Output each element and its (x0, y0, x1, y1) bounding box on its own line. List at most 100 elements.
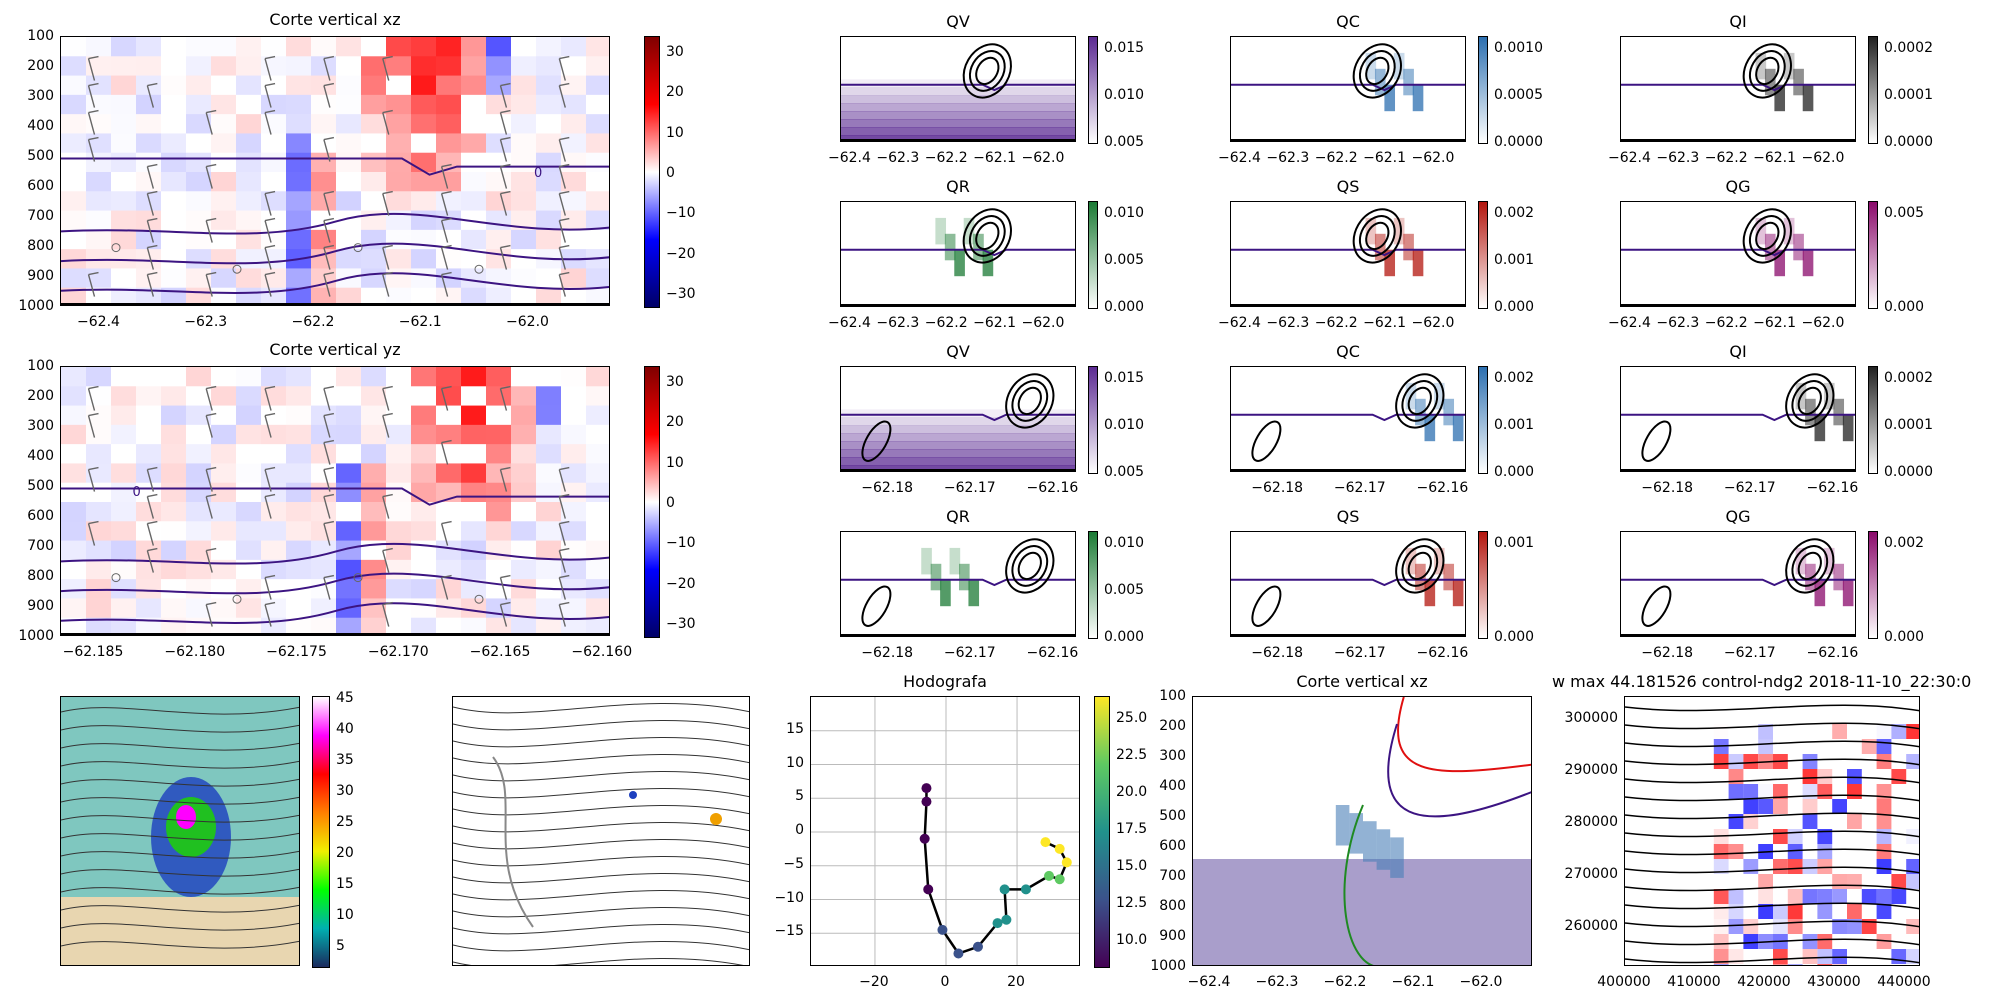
w-contour (861, 420, 892, 462)
wind-barb (440, 247, 449, 270)
colorbar-tick: 0 (666, 495, 675, 511)
w-cell (1876, 724, 1892, 739)
wind-barb-flag (441, 385, 452, 390)
hodograph-point (953, 948, 964, 959)
streamline (1625, 812, 1919, 820)
wind-barb-flag (559, 244, 570, 249)
wind-barb-flag (206, 217, 217, 222)
wind-barb (323, 85, 331, 108)
heat-cell (411, 268, 437, 289)
x-tick-label: −62.17 (943, 645, 996, 661)
colorbar-tick: 10.0 (1116, 932, 1148, 948)
heat-cell (186, 133, 212, 154)
wind-barb-flag (559, 55, 570, 60)
wind-barb-flag (264, 271, 276, 276)
heat-cell (61, 559, 87, 580)
field-band (841, 95, 1075, 104)
colorbar (1478, 201, 1488, 309)
heat-cell (336, 287, 362, 305)
heat-cell (486, 152, 512, 173)
y-tick-label: 700 (1159, 868, 1186, 884)
y-tick-label: 400 (27, 448, 54, 464)
w-cell (1802, 754, 1818, 769)
heat-cell (436, 133, 462, 154)
wind-barb-flag (323, 82, 335, 87)
y-tick-label: 1000 (18, 298, 54, 314)
w-cell (1773, 784, 1788, 799)
w-cell (1713, 949, 1729, 964)
y-tick-label: 800 (27, 568, 54, 584)
w-contour (1395, 373, 1445, 429)
x-tick-label: −62.16 (1806, 645, 1859, 661)
x-tick-label: 440000 (1877, 974, 1931, 990)
heat-cell (136, 444, 162, 464)
heat-cell (436, 287, 462, 305)
wind-barb-flag (323, 55, 335, 60)
micro-plot (1230, 366, 1466, 472)
x-tick-label: −62.18 (861, 480, 914, 496)
heat-cell (86, 405, 112, 426)
y-tick-label: 500 (27, 478, 54, 494)
field-band (841, 111, 1075, 120)
heat-cell (586, 37, 609, 57)
heat-cell (536, 598, 562, 619)
heat-cell (486, 502, 512, 522)
heat-cell (236, 405, 262, 426)
y-tick-label: −15 (774, 923, 804, 940)
heat-cell (386, 56, 412, 77)
heat-cell (511, 559, 537, 580)
heat-cell (536, 444, 562, 464)
heat-cell (561, 521, 587, 542)
streamline (1625, 830, 1919, 838)
wind-barb (382, 604, 390, 627)
heat-cell (361, 75, 387, 96)
colorbar-tick: 0.0000 (1494, 134, 1543, 150)
heat-cell (236, 268, 262, 289)
wind-barb (323, 193, 331, 216)
heat-cell (411, 463, 437, 484)
heat-cell (236, 367, 262, 387)
hodograph-point (1061, 857, 1072, 868)
heat-cell (111, 540, 137, 561)
heat-cell (336, 56, 362, 77)
wind-barb-flag (559, 136, 570, 141)
heat-cell (486, 191, 512, 212)
heat-cell (211, 152, 237, 173)
heat-cell (261, 405, 287, 426)
micro-title: QI (1729, 12, 1747, 31)
wind-barb-flag (88, 520, 99, 525)
heat-cell (536, 482, 562, 503)
x-tick-label: −62.16 (1026, 480, 1079, 496)
x-tick-label: −62.1 (1391, 974, 1435, 990)
x-tick-label: −62.4 (827, 150, 871, 166)
heat-cell (86, 37, 112, 57)
field-band (841, 135, 1075, 141)
w-cell (1713, 754, 1729, 769)
cloud-cell (1363, 821, 1377, 862)
wind-barb-flag (441, 574, 452, 579)
heat-cell (186, 540, 212, 561)
heat-cell (136, 229, 162, 250)
wind-barb (440, 193, 449, 216)
hodograph-point (937, 924, 948, 935)
heat-cell (61, 463, 87, 484)
heat-cell (586, 424, 609, 445)
heat-cell (111, 598, 137, 619)
temperature-contour (61, 242, 609, 265)
heat-cell (411, 598, 437, 619)
heat-cell (511, 114, 537, 134)
w-cell (1773, 799, 1788, 814)
colorbar-tick: 0.000 (1884, 299, 1925, 315)
wind-barb (558, 604, 566, 627)
w-cell (1876, 859, 1892, 874)
heat-cell (61, 579, 87, 599)
w-contour (1407, 386, 1432, 416)
heat-cell (261, 502, 287, 522)
heat-cell (586, 482, 609, 503)
heat-cell (111, 191, 137, 212)
colorbar-tick: 30 (666, 44, 684, 60)
heat-cell (86, 287, 112, 305)
heat-cell (261, 559, 287, 580)
heat-cell (111, 502, 137, 522)
heat-cell (286, 75, 312, 96)
